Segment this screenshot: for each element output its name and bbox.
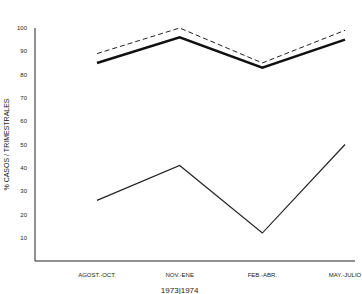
- svg-text:30: 30: [20, 188, 27, 194]
- svg-text:% CASOS / TRIMESTRALES: % CASOS / TRIMESTRALES: [8, 98, 10, 190]
- svg-text:10: 10: [20, 235, 27, 241]
- svg-text:AGOST.-OCT.: AGOST.-OCT.: [78, 272, 116, 278]
- svg-text:NOV.-ENE: NOV.-ENE: [165, 272, 193, 278]
- svg-text:50: 50: [20, 142, 27, 148]
- svg-text:60: 60: [20, 118, 27, 124]
- svg-text:1973|1974: 1973|1974: [161, 286, 199, 294]
- svg-text:100: 100: [17, 25, 28, 31]
- svg-text:20: 20: [20, 212, 27, 218]
- svg-text:70: 70: [20, 95, 27, 101]
- svg-text:MAY.-JULIO: MAY.-JULIO: [329, 272, 354, 278]
- svg-text:FEB.-ABR.: FEB.-ABR.: [248, 272, 278, 278]
- svg-text:80: 80: [20, 72, 27, 78]
- svg-text:40: 40: [20, 165, 27, 171]
- svg-text:90: 90: [20, 48, 27, 54]
